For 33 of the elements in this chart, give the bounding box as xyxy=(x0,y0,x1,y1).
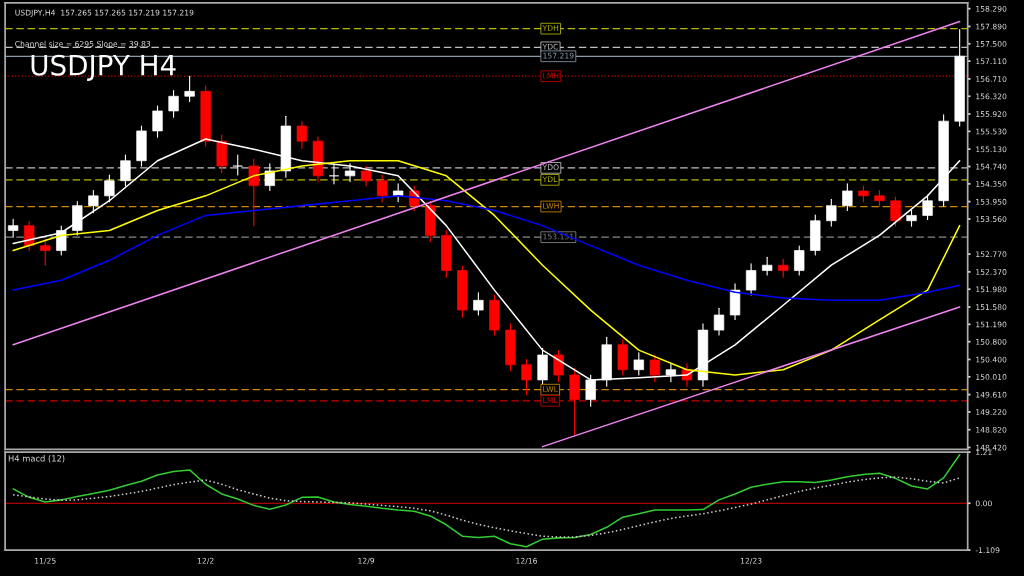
candlestick xyxy=(152,105,163,138)
candlestick xyxy=(328,163,340,185)
candlestick xyxy=(649,354,661,383)
candlestick xyxy=(826,198,837,227)
candlestick xyxy=(344,163,356,183)
candlestick xyxy=(633,352,644,376)
candlestick xyxy=(264,163,275,192)
candlestick xyxy=(521,358,532,396)
candlestick xyxy=(104,174,115,203)
candlestick xyxy=(184,75,195,103)
candlestick xyxy=(922,194,933,220)
candlestick xyxy=(473,292,484,316)
candlestick xyxy=(745,263,757,296)
candlestick xyxy=(7,218,19,238)
candlestick xyxy=(232,154,243,176)
candlestick xyxy=(88,189,99,214)
candlestick xyxy=(248,158,259,227)
candlestick xyxy=(360,165,372,187)
candlestick xyxy=(553,350,564,383)
candlestick xyxy=(56,225,67,256)
candlestick xyxy=(794,245,805,276)
candlestick xyxy=(842,183,853,212)
candlestick xyxy=(168,89,179,118)
candlestick xyxy=(376,174,388,203)
line-series xyxy=(12,476,961,538)
candlestick xyxy=(296,121,308,149)
candlestick xyxy=(40,238,51,266)
candlestick xyxy=(890,196,901,227)
candlestick xyxy=(120,154,131,187)
candlestick xyxy=(713,307,725,336)
chart-title: H4 macd (12) xyxy=(8,455,65,463)
text: USDJPY H4 xyxy=(31,54,176,81)
candlestick xyxy=(761,256,773,276)
